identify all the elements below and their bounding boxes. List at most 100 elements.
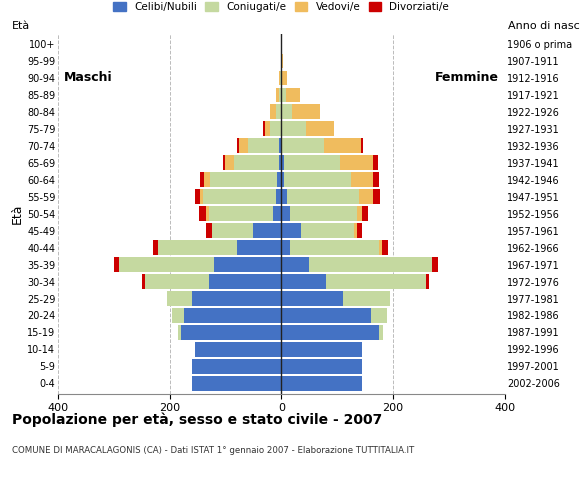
- Bar: [281, 121, 306, 136]
- Bar: [357, 206, 362, 221]
- Bar: [280, 71, 281, 85]
- Bar: [281, 342, 362, 357]
- Bar: [181, 325, 281, 340]
- Bar: [281, 156, 284, 170]
- Bar: [200, 206, 206, 221]
- Bar: [324, 138, 361, 153]
- Bar: [223, 156, 226, 170]
- Bar: [203, 190, 276, 204]
- Bar: [270, 105, 276, 119]
- Bar: [276, 87, 278, 102]
- Bar: [192, 359, 281, 373]
- Bar: [379, 325, 383, 340]
- Bar: [178, 325, 181, 340]
- Text: Femmine: Femmine: [435, 71, 499, 84]
- Bar: [281, 172, 284, 187]
- Bar: [234, 156, 278, 170]
- Bar: [277, 172, 281, 187]
- Bar: [371, 308, 387, 323]
- Bar: [119, 257, 215, 272]
- Bar: [281, 274, 326, 289]
- Bar: [281, 87, 286, 102]
- Text: Maschi: Maschi: [64, 71, 112, 84]
- Bar: [253, 223, 281, 238]
- Bar: [281, 359, 362, 373]
- Bar: [357, 223, 362, 238]
- Bar: [153, 240, 158, 255]
- Bar: [195, 190, 200, 204]
- Bar: [212, 223, 253, 238]
- Bar: [200, 172, 204, 187]
- Bar: [281, 206, 289, 221]
- Bar: [282, 71, 287, 85]
- Bar: [278, 156, 281, 170]
- Bar: [426, 274, 429, 289]
- Text: Età: Età: [12, 21, 30, 31]
- Bar: [184, 308, 281, 323]
- Bar: [354, 223, 357, 238]
- Bar: [281, 257, 309, 272]
- Text: Anno di nascita: Anno di nascita: [508, 21, 580, 31]
- Bar: [306, 121, 334, 136]
- Bar: [343, 291, 390, 306]
- Bar: [206, 206, 209, 221]
- Bar: [279, 71, 280, 85]
- Bar: [200, 190, 203, 204]
- Bar: [281, 71, 282, 85]
- Bar: [374, 156, 378, 170]
- Legend: Celibi/Nubili, Coniugati/e, Vedovi/e, Divorziati/e: Celibi/Nubili, Coniugati/e, Vedovi/e, Di…: [109, 0, 454, 16]
- Bar: [281, 240, 289, 255]
- Bar: [226, 156, 234, 170]
- Bar: [276, 190, 281, 204]
- Bar: [286, 87, 300, 102]
- Bar: [276, 105, 281, 119]
- Bar: [287, 190, 360, 204]
- Bar: [361, 138, 363, 153]
- Bar: [206, 223, 212, 238]
- Text: COMUNE DI MARACALAGONIS (CA) - Dati ISTAT 1° gennaio 2007 - Elaborazione TUTTITA: COMUNE DI MARACALAGONIS (CA) - Dati ISTA…: [12, 446, 414, 456]
- Bar: [172, 308, 184, 323]
- Bar: [289, 206, 357, 221]
- Bar: [374, 190, 380, 204]
- Bar: [192, 376, 281, 391]
- Bar: [167, 291, 192, 306]
- Bar: [282, 138, 324, 153]
- Bar: [248, 138, 278, 153]
- Bar: [158, 240, 237, 255]
- Bar: [204, 172, 210, 187]
- Bar: [281, 223, 301, 238]
- Bar: [284, 156, 340, 170]
- Bar: [192, 291, 281, 306]
- Bar: [281, 308, 371, 323]
- Bar: [263, 121, 264, 136]
- Bar: [237, 138, 240, 153]
- Bar: [240, 138, 248, 153]
- Bar: [264, 121, 270, 136]
- Y-axis label: Età: Età: [11, 204, 24, 224]
- Bar: [281, 325, 379, 340]
- Bar: [209, 206, 273, 221]
- Bar: [144, 274, 209, 289]
- Bar: [270, 121, 281, 136]
- Bar: [281, 291, 343, 306]
- Bar: [278, 87, 281, 102]
- Bar: [326, 274, 426, 289]
- Bar: [209, 274, 281, 289]
- Bar: [215, 257, 281, 272]
- Bar: [142, 274, 144, 289]
- Bar: [351, 172, 374, 187]
- Bar: [195, 342, 281, 357]
- Bar: [278, 138, 281, 153]
- Bar: [289, 240, 379, 255]
- Bar: [273, 206, 281, 221]
- Bar: [114, 257, 119, 272]
- Bar: [374, 172, 379, 187]
- Bar: [281, 105, 292, 119]
- Bar: [281, 138, 282, 153]
- Bar: [309, 257, 432, 272]
- Text: Popolazione per età, sesso e stato civile - 2007: Popolazione per età, sesso e stato civil…: [12, 413, 382, 427]
- Bar: [360, 190, 374, 204]
- Bar: [382, 240, 389, 255]
- Bar: [362, 206, 368, 221]
- Bar: [281, 190, 287, 204]
